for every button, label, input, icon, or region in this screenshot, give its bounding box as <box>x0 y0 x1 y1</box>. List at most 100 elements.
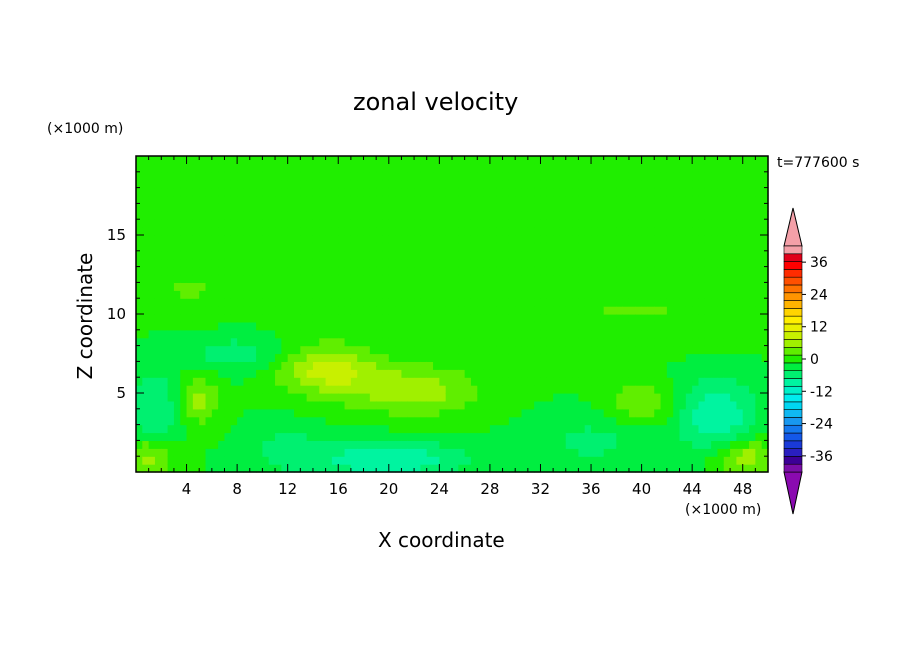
contour-cell <box>439 353 447 362</box>
contour-cell <box>641 369 649 378</box>
contour-cell <box>154 211 162 220</box>
contour-cell <box>527 416 535 426</box>
contour-cell <box>591 377 598 386</box>
contour-cell <box>426 211 434 220</box>
contour-cell <box>749 424 756 434</box>
contour-cell <box>439 385 447 394</box>
colorbar-over-arrow <box>783 207 803 247</box>
contour-cell <box>515 290 523 299</box>
contour-cell <box>578 219 586 228</box>
contour-cell <box>742 306 750 315</box>
contour-cell <box>287 353 295 362</box>
contour-cell <box>382 345 390 355</box>
contour-cell <box>180 464 188 473</box>
contour-cell <box>287 440 295 449</box>
contour-cell <box>635 329 643 339</box>
contour-cell <box>350 290 358 299</box>
contour-cell <box>192 171 200 181</box>
contour-cell <box>723 400 731 410</box>
contour-cell <box>508 448 516 457</box>
contour-cell <box>477 377 485 386</box>
contour-cell <box>628 408 636 418</box>
contour-cell <box>382 227 390 236</box>
contour-cell <box>673 250 681 260</box>
contour-cell <box>445 400 453 410</box>
contour-cell <box>148 163 156 173</box>
contour-cell <box>426 408 434 418</box>
contour-cell <box>407 171 415 181</box>
contour-cell <box>704 250 712 260</box>
contour-cell <box>692 156 700 165</box>
contour-cell <box>262 464 270 473</box>
contour-cell <box>749 306 756 315</box>
contour-cell <box>603 448 611 457</box>
contour-cell <box>294 227 301 236</box>
contour-cell <box>477 290 485 299</box>
contour-cell <box>730 337 737 347</box>
contour-cell <box>616 464 624 473</box>
contour-cell <box>559 298 567 307</box>
contour-cell <box>597 242 605 252</box>
contour-cell <box>470 361 478 370</box>
contour-cell <box>369 377 377 386</box>
contour-cell <box>527 456 535 465</box>
contour-cell <box>584 314 592 323</box>
contour-cell <box>268 385 276 394</box>
contour-cell <box>230 235 238 244</box>
contour-cell <box>559 416 567 426</box>
contour-cell <box>452 361 459 370</box>
contour-cell <box>382 211 390 220</box>
contour-cell <box>527 242 535 252</box>
contour-cell <box>256 298 263 307</box>
contour-cell <box>679 195 687 204</box>
contour-cell <box>635 456 643 465</box>
contour-cell <box>458 250 466 260</box>
contour-cell <box>224 408 232 418</box>
contour-cell <box>401 464 409 473</box>
contour-cell <box>312 203 320 212</box>
contour-cell <box>483 416 491 426</box>
contour-cell <box>256 250 263 260</box>
contour-cell <box>148 400 156 410</box>
contour-cell <box>224 274 232 283</box>
contour-cell <box>565 400 573 410</box>
contour-cell <box>294 314 301 323</box>
contour-cell <box>622 171 630 181</box>
contour-cell <box>319 242 327 252</box>
contour-cell <box>559 385 567 394</box>
contour-cell <box>344 163 352 173</box>
contour-cell <box>730 156 737 165</box>
contour-cell <box>325 369 333 378</box>
contour-cell <box>401 321 409 331</box>
contour-cell <box>142 400 150 410</box>
contour-cell <box>553 361 561 370</box>
contour-cell <box>742 400 750 410</box>
contour-cell <box>331 314 339 323</box>
contour-cell <box>331 329 339 339</box>
contour-cell <box>749 156 756 165</box>
contour-cell <box>591 242 598 252</box>
contour-cell <box>704 353 712 362</box>
contour-cell <box>407 298 415 307</box>
colorbar-swatch <box>783 409 803 418</box>
contour-cell <box>268 171 276 181</box>
contour-cell <box>167 306 175 315</box>
contour-cell <box>294 393 301 402</box>
contour-cell <box>243 440 251 449</box>
contour-cell <box>584 163 592 173</box>
contour-cell <box>136 314 143 323</box>
contour-cell <box>635 242 643 252</box>
contour-cell <box>610 282 617 291</box>
contour-cell <box>211 464 219 473</box>
contour-cell <box>534 187 542 197</box>
contour-cell <box>553 290 561 299</box>
contour-cell <box>679 432 687 441</box>
contour-cell <box>553 416 561 426</box>
contour-cell <box>262 314 270 323</box>
contour-cell <box>281 464 289 473</box>
contour-cell <box>281 329 289 339</box>
contour-cell <box>363 448 371 457</box>
contour-cell <box>363 400 371 410</box>
contour-cell <box>180 171 188 181</box>
contour-cell <box>237 400 245 410</box>
